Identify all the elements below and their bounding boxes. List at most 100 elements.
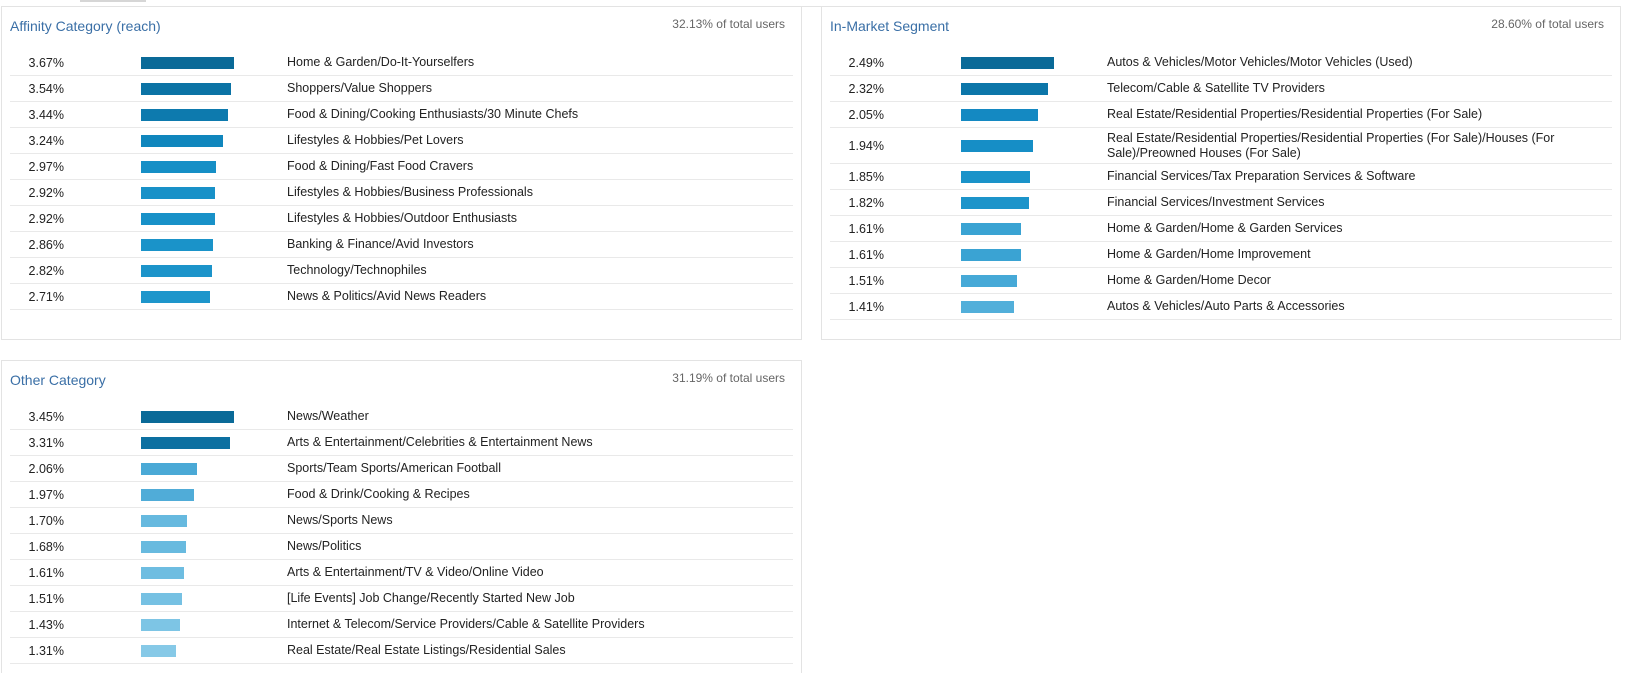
row-percent: 1.43%	[28, 617, 64, 632]
panel-title[interactable]: Other Category	[10, 372, 106, 388]
row-bar	[141, 462, 197, 475]
row-bar	[141, 514, 187, 527]
panel-title[interactable]: Affinity Category (reach)	[10, 18, 161, 34]
row-bar-track	[141, 56, 287, 69]
row-bar-track	[141, 488, 287, 501]
panel-title[interactable]: In-Market Segment	[830, 18, 950, 34]
row-percent: 2.92%	[28, 211, 64, 226]
row-percent: 2.71%	[28, 289, 64, 304]
panel-affinity-category: Affinity Category (reach) 32.13% of tota…	[1, 6, 802, 340]
table-row: 2.06% Sports/Team Sports/American Footbal…	[10, 456, 793, 482]
row-label[interactable]: Sports/Team Sports/American Football	[287, 461, 501, 475]
row-bar-track	[141, 592, 287, 605]
row-label[interactable]: Technology/Technophiles	[287, 263, 427, 277]
row-label[interactable]: Real Estate/Real Estate Listings/Residen…	[287, 643, 566, 657]
table-row: 1.43% Internet & Telecom/Service Provider…	[10, 612, 793, 638]
table-row: 2.92% Lifestyles & Hobbies/Outdoor Enthus…	[10, 206, 793, 232]
row-bar	[961, 139, 1033, 152]
row-label[interactable]: Home & Garden/Home & Garden Services	[1107, 221, 1343, 235]
row-bar-track	[141, 540, 287, 553]
row-label[interactable]: Real Estate/Residential Properties/Resid…	[1107, 130, 1555, 160]
row-label[interactable]: Financial Services/Investment Services	[1107, 195, 1325, 209]
row-bar	[961, 56, 1054, 69]
row-label[interactable]: News/Sports News	[287, 513, 393, 527]
row-bar-track	[141, 410, 287, 423]
row-percent: 3.45%	[28, 409, 64, 424]
panel-gap-divider	[802, 6, 821, 340]
row-label[interactable]: Autos & Vehicles/Auto Parts & Accessorie…	[1107, 299, 1345, 313]
panel-other-category: Other Category 31.19% of total users 3.4…	[1, 360, 802, 673]
row-bar-track	[961, 300, 1107, 313]
row-bar	[141, 134, 223, 147]
row-label[interactable]: Autos & Vehicles/Motor Vehicles/Motor Ve…	[1107, 55, 1413, 69]
table-row: 3.24% Lifestyles & Hobbies/Pet Lovers	[10, 128, 793, 154]
table-row: 1.51% Home & Garden/Home Decor	[830, 268, 1612, 294]
row-label[interactable]: Real Estate/Residential Properties/Resid…	[1107, 107, 1483, 121]
row-label[interactable]: Shoppers/Value Shoppers	[287, 81, 433, 95]
row-percent: 3.67%	[28, 55, 64, 70]
row-percent: 3.31%	[28, 435, 64, 450]
row-bar	[141, 566, 184, 579]
row-label[interactable]: Arts & Entertainment/TV & Video/Online V…	[287, 565, 544, 579]
row-bar	[961, 108, 1038, 121]
row-label[interactable]: News/Politics	[287, 539, 362, 553]
row-bar-track	[961, 139, 1107, 152]
table-row: 2.97% Food & Dining/Fast Food Cravers	[10, 154, 793, 180]
row-bar	[141, 540, 186, 553]
row-label[interactable]: Financial Services/Tax Preparation Servi…	[1107, 169, 1416, 183]
row-percent: 1.68%	[28, 539, 64, 554]
row-bar	[141, 238, 213, 251]
row-label[interactable]: Banking & Finance/Avid Investors	[287, 237, 474, 251]
row-bar	[141, 644, 176, 657]
row-percent: 2.49%	[848, 55, 884, 70]
row-percent: 1.97%	[28, 487, 64, 502]
table-row: 1.51% [Life Events] Job Change/Recently S…	[10, 586, 793, 612]
row-bar	[141, 592, 182, 605]
row-bar	[961, 248, 1021, 261]
row-label[interactable]: [Life Events] Job Change/Recently Starte…	[287, 591, 575, 605]
row-bar	[961, 170, 1030, 183]
table-row: 1.31% Real Estate/Real Estate Listings/Re…	[10, 638, 793, 664]
row-percent: 2.86%	[28, 237, 64, 252]
table-row: 1.61% Home & Garden/Home & Garden Service…	[830, 216, 1612, 242]
row-bar	[141, 56, 234, 69]
row-bar-track	[961, 196, 1107, 209]
row-bar-track	[141, 160, 287, 173]
row-label[interactable]: News & Politics/Avid News Readers	[287, 289, 487, 303]
row-label[interactable]: Lifestyles & Hobbies/Business Profession…	[287, 185, 533, 199]
row-label[interactable]: Lifestyles & Hobbies/Pet Lovers	[287, 133, 464, 147]
row-bar-track	[961, 56, 1107, 69]
row-bar-track	[141, 82, 287, 95]
row-bar-track	[141, 644, 287, 657]
row-label[interactable]: Telecom/Cable & Satellite TV Providers	[1107, 81, 1325, 95]
row-label[interactable]: Internet & Telecom/Service Providers/Cab…	[287, 617, 645, 631]
row-label[interactable]: Home & Garden/Do-It-Yourselfers	[287, 55, 475, 69]
row-label[interactable]: Home & Garden/Home Improvement	[1107, 247, 1311, 261]
row-label[interactable]: Food & Dining/Fast Food Cravers	[287, 159, 474, 173]
row-label[interactable]: Food & Dining/Cooking Enthusiasts/30 Min…	[287, 107, 579, 121]
row-bar	[961, 82, 1048, 95]
table-row: 3.44% Food & Dining/Cooking Enthusiasts/3…	[10, 102, 793, 128]
row-label[interactable]: Home & Garden/Home Decor	[1107, 273, 1271, 287]
row-bar	[141, 108, 228, 121]
row-bar-track	[961, 222, 1107, 235]
row-label[interactable]: News/Weather	[287, 409, 369, 423]
row-label[interactable]: Food & Drink/Cooking & Recipes	[287, 487, 470, 501]
row-bar-track	[961, 274, 1107, 287]
row-percent: 1.31%	[28, 643, 64, 658]
row-percent: 1.51%	[848, 273, 884, 288]
row-label[interactable]: Lifestyles & Hobbies/Outdoor Enthusiasts	[287, 211, 517, 225]
row-percent: 3.24%	[28, 133, 64, 148]
row-bar	[961, 300, 1014, 313]
panel-total-users: 32.13% of total users	[672, 17, 785, 31]
row-label[interactable]: Arts & Entertainment/Celebrities & Enter…	[287, 435, 593, 449]
row-bar-track	[141, 462, 287, 475]
table-row: 2.05% Real Estate/Residential Properties/…	[830, 102, 1612, 128]
row-bar	[141, 160, 216, 173]
row-bar-track	[961, 82, 1107, 95]
row-bar	[141, 186, 215, 199]
table-row: 3.67% Home & Garden/Do-It-Yourselfers	[10, 50, 793, 76]
row-bar-track	[961, 248, 1107, 261]
row-bar	[141, 290, 210, 303]
row-bar-track	[141, 186, 287, 199]
